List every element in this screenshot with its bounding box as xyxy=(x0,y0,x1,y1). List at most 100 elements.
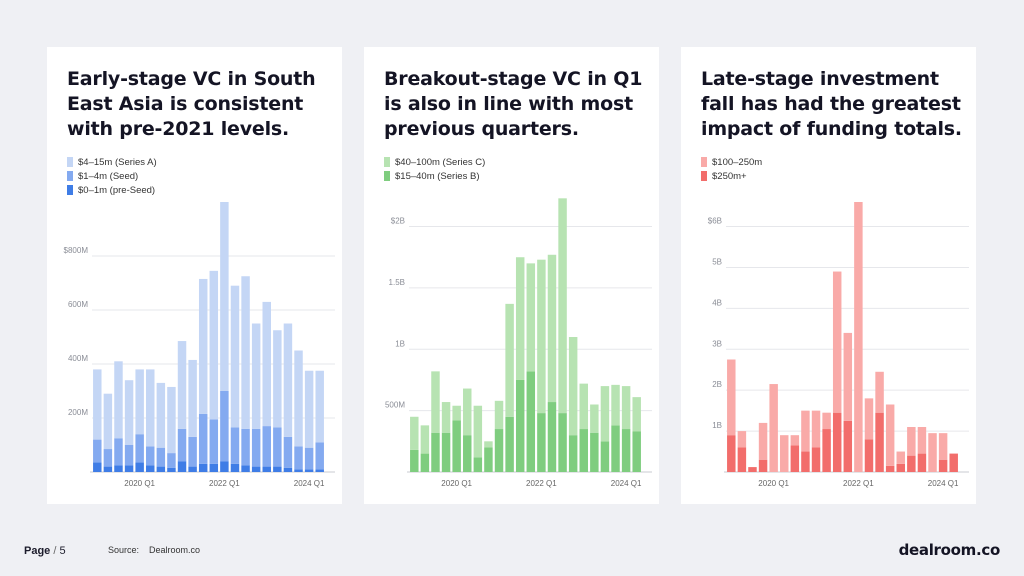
y-tick-label: 600M xyxy=(68,300,88,309)
bar-segment xyxy=(124,465,134,472)
bar-segment xyxy=(537,259,546,414)
bar-segment xyxy=(294,350,303,447)
bar-segment xyxy=(103,466,113,472)
bar-segment xyxy=(315,469,324,472)
bar-segment xyxy=(790,445,800,472)
bar-segment xyxy=(431,371,440,433)
bar-segment xyxy=(167,467,176,472)
bar-segment xyxy=(441,432,451,472)
bar-segment xyxy=(431,432,440,472)
bar-segment xyxy=(568,435,578,472)
y-tick-label: 1B xyxy=(712,421,722,430)
bar-segment xyxy=(230,427,240,464)
y-tick-label: 1B xyxy=(395,339,405,348)
bar-segment xyxy=(241,276,250,429)
x-tick-label: 2024 Q1 xyxy=(928,479,959,488)
bar-segment xyxy=(198,463,208,472)
bar-segment xyxy=(262,301,271,427)
chart-legend: $100–250m $250m+ xyxy=(701,155,762,183)
x-tick-label: 2022 Q1 xyxy=(209,479,240,488)
bar-segment xyxy=(209,463,219,472)
bar-segment xyxy=(146,369,155,447)
chart-card-late-stage: Late-stage investment fall has had the g… xyxy=(681,47,976,504)
y-tick-label: 2B xyxy=(712,380,722,389)
bar-segment xyxy=(124,380,134,445)
bar-segment xyxy=(854,202,863,472)
bar-segment xyxy=(177,461,187,472)
y-tick-label: 200M xyxy=(68,408,88,417)
page-separator: / xyxy=(53,545,60,557)
bar-segment xyxy=(262,466,271,472)
bar-segment xyxy=(156,466,166,472)
bar-segment xyxy=(811,410,821,448)
bar-segment xyxy=(737,431,747,448)
bar-segment xyxy=(188,359,197,437)
brand-logo: dealroom.co xyxy=(898,541,1001,559)
bar-segment xyxy=(832,271,842,413)
bar-segment xyxy=(410,449,419,472)
bar-segment xyxy=(198,413,208,464)
bar-segment xyxy=(611,384,620,426)
bar-segment xyxy=(822,412,831,430)
bar-segment xyxy=(135,369,144,435)
bar-segment xyxy=(579,383,588,430)
y-tick-label: 4B xyxy=(712,298,722,307)
legend-label: $250m+ xyxy=(712,170,747,182)
page-number: 5 xyxy=(59,545,66,557)
bar-segment xyxy=(758,422,768,460)
bar-chart-late-stage: 1B 2B 3B 4B 5B $6B 2020 Q1 2022 Q1 2024 Q1 xyxy=(708,202,969,488)
bar-segment xyxy=(632,397,641,432)
bar-segment xyxy=(103,449,113,467)
legend-item: $4–15m (Series A) xyxy=(67,155,157,169)
bar-segment xyxy=(484,441,493,448)
bar-chart-breakout-stage: 500M 1B 1.5B $2B 2020 Q1 2022 Q1 2024 Q1 xyxy=(385,198,652,488)
bar-segment xyxy=(156,447,166,467)
bar-segment xyxy=(737,447,747,472)
bar-segment xyxy=(209,270,219,420)
legend-swatch xyxy=(701,171,707,181)
bar-segment xyxy=(315,442,324,470)
bar-segment xyxy=(928,433,937,472)
bar-segment xyxy=(315,370,324,443)
bar-segment xyxy=(801,451,810,472)
bar-segment xyxy=(273,466,282,472)
legend-swatch xyxy=(384,157,390,167)
chart-legend: $4–15m (Series A) $1–4m (Seed) $0–1m (pr… xyxy=(67,155,157,197)
bar-segment xyxy=(558,413,567,472)
x-tick-label: 2022 Q1 xyxy=(526,479,557,488)
bar-segment xyxy=(294,446,303,470)
bar-segment xyxy=(526,371,536,472)
bar-segment xyxy=(611,425,620,472)
bar-segment xyxy=(198,278,208,414)
bar-segment xyxy=(93,369,102,440)
bar-segment xyxy=(167,453,176,468)
bar-segment xyxy=(273,427,282,467)
bar-segment xyxy=(93,439,102,463)
bar-segment xyxy=(537,413,546,472)
bar-segment xyxy=(156,382,166,448)
bar-segment xyxy=(251,323,261,429)
bar-segment xyxy=(230,463,240,472)
bar-segment xyxy=(864,398,874,440)
y-tick-label: 5B xyxy=(712,257,722,266)
bar-segment xyxy=(114,361,123,439)
legend-item: $40–100m (Series C) xyxy=(384,155,485,169)
bar-segment xyxy=(283,467,293,472)
legend-item: $15–40m (Series B) xyxy=(384,169,485,183)
bar-segment xyxy=(473,457,483,472)
legend-label: $40–100m (Series C) xyxy=(395,156,486,168)
bar-segment xyxy=(283,436,293,468)
bar-segment xyxy=(441,402,451,433)
bar-segment xyxy=(294,469,303,472)
x-tick-label: 2024 Q1 xyxy=(611,479,642,488)
bar-segment xyxy=(885,404,895,466)
bar-segment xyxy=(864,439,874,472)
chart-card-breakout-stage: Breakout-stage VC in Q1 is also in line … xyxy=(364,47,659,504)
bar-segment xyxy=(420,453,430,472)
bar-segment xyxy=(568,337,578,436)
bar-segment xyxy=(146,465,155,472)
bar-segment xyxy=(484,447,493,472)
bar-segment xyxy=(875,412,884,472)
legend-swatch xyxy=(67,157,73,167)
bar-segment xyxy=(167,386,176,454)
